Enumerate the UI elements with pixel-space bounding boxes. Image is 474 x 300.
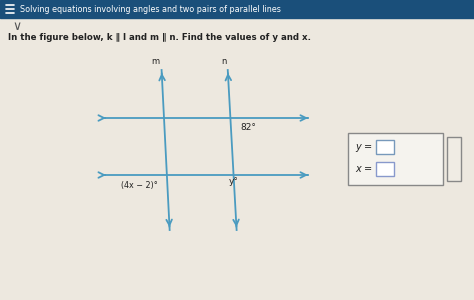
- Text: x: x: [355, 164, 361, 174]
- Bar: [447, 137, 461, 181]
- Text: =: =: [364, 164, 372, 174]
- Bar: [348, 133, 443, 185]
- Text: y°: y°: [229, 177, 239, 186]
- Text: =: =: [364, 142, 372, 152]
- Bar: [0, 0, 474, 18]
- Text: ∨: ∨: [12, 20, 21, 32]
- Text: (4x − 2)°: (4x − 2)°: [121, 181, 158, 190]
- Text: In the figure below, k ∥ l and m ∥ n. Find the values of y and x.: In the figure below, k ∥ l and m ∥ n. Fi…: [8, 34, 311, 43]
- Text: Solving equations involving angles and two pairs of parallel lines: Solving equations involving angles and t…: [20, 4, 281, 14]
- Text: y: y: [355, 142, 361, 152]
- Bar: [376, 140, 394, 154]
- Text: 82°: 82°: [240, 123, 256, 132]
- Bar: [376, 162, 394, 176]
- Text: n: n: [221, 57, 227, 66]
- Text: m: m: [152, 57, 160, 66]
